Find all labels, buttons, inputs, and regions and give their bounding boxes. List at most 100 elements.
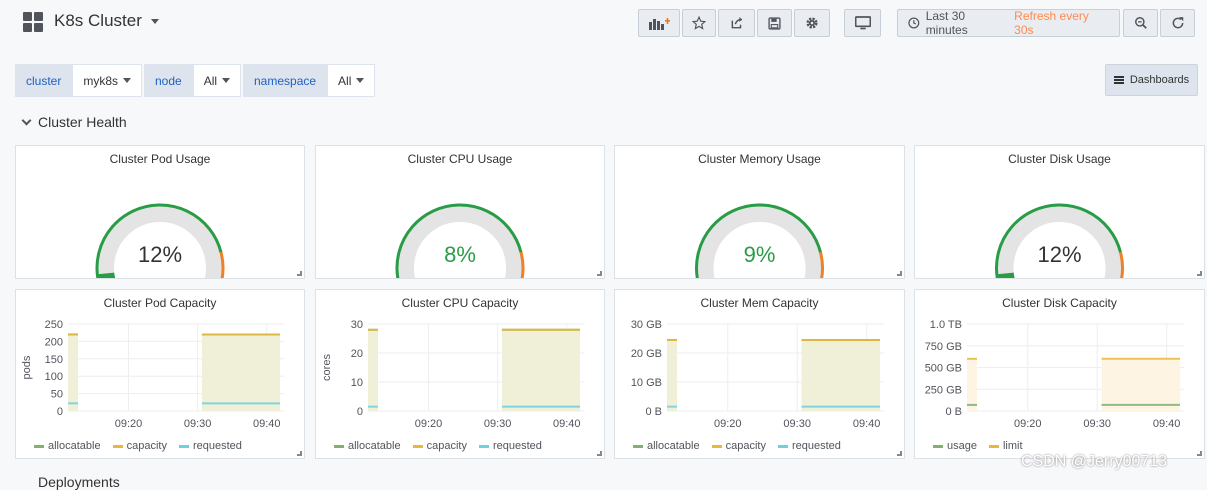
legend-item[interactable]: requested: [178, 440, 242, 452]
y-tick-label: 500 GB: [925, 363, 962, 375]
legend-item[interactable]: capacity: [711, 440, 766, 452]
legend-item[interactable]: allocatable: [633, 440, 700, 452]
variable-value: All: [338, 73, 352, 88]
legend-item[interactable]: capacity: [112, 440, 167, 452]
legend-label: capacity: [426, 440, 467, 452]
variable-namespace: namespace All: [243, 64, 376, 97]
y-axis-label: cores: [321, 354, 333, 381]
zoom-out-button[interactable]: [1123, 9, 1158, 37]
x-tick-label: 09:20: [1014, 418, 1042, 430]
y-tick-label: 150: [45, 354, 63, 366]
series-area: [368, 329, 378, 411]
caret-down-icon: [356, 78, 365, 83]
y-tick-label: 0: [57, 406, 63, 418]
y-tick-label: 10 GB: [631, 377, 662, 389]
gauge-svg: 12%: [995, 203, 1124, 278]
legend-item[interactable]: limit: [988, 440, 1023, 452]
legend-swatch: [633, 444, 643, 448]
panel-cluster-disk-capacity[interactable]: 1.0 TB 750 GB 500 GB 250 GB 0 B 09:20 09:30 09:…: [914, 289, 1205, 459]
series-area: [801, 339, 880, 411]
resize-handle-icon[interactable]: [297, 451, 302, 456]
legend-item[interactable]: requested: [777, 440, 841, 452]
series-area: [501, 329, 580, 411]
y-tick-label: 20: [351, 348, 363, 360]
series-area: [1101, 358, 1180, 411]
legend-swatch: [777, 444, 788, 448]
zoom-out-icon: [1134, 17, 1147, 29]
tv-icon: [854, 16, 871, 30]
top-navbar: K8s Cluster Last 30 minutes Refresh ever…: [0, 0, 1207, 46]
legend-item[interactable]: allocatable: [334, 440, 401, 452]
star-button[interactable]: [682, 9, 716, 37]
refresh-icon: [1172, 17, 1183, 29]
chart-svg: 1.0 TB 750 GB 500 GB 250 GB 0 B 09:20 09:30 09:…: [925, 319, 1184, 430]
add-panel-button[interactable]: [638, 9, 680, 37]
panel-cluster-mem-capacity[interactable]: 30 GB 20 GB 10 GB 0 B 09:20 09:30 09:40 Cluste…: [614, 289, 905, 459]
save-button[interactable]: [757, 9, 792, 37]
resize-handle-icon[interactable]: [897, 271, 902, 276]
chevron-down-icon: [21, 115, 32, 125]
resize-handle-icon[interactable]: [597, 271, 602, 276]
gauge-background: [995, 204, 1124, 278]
panel-cluster-cpu-capacity[interactable]: 30 20 10 0 09:20 09:30 09:40 cores Cluster CPU …: [315, 289, 605, 459]
legend-item[interactable]: allocatable: [34, 440, 101, 452]
y-tick-label: 250: [45, 319, 63, 331]
panel-cluster-memory-usage[interactable]: 9% Cluster Memory Usage: [614, 145, 905, 279]
panel-cluster-pod-usage[interactable]: 12% Cluster Pod Usage: [15, 145, 305, 279]
refresh-interval-label: Refresh every 30s: [1014, 9, 1089, 37]
dashboard-title[interactable]: K8s Cluster: [54, 11, 159, 31]
dashboard-grid-icon[interactable]: [23, 12, 43, 32]
add-panel-icon: [649, 18, 670, 30]
panel-cluster-cpu-usage[interactable]: 8% Cluster CPU Usage: [315, 145, 605, 279]
resize-handle-icon[interactable]: [1197, 271, 1202, 276]
time-picker-button[interactable]: Last 30 minutes Refresh every 30s: [897, 9, 1120, 37]
legend-swatch: [988, 444, 999, 448]
variable-namespace-select[interactable]: All: [327, 64, 376, 97]
legend-label: allocatable: [647, 440, 700, 452]
legend-label: requested: [192, 440, 242, 452]
panel-cluster-disk-usage[interactable]: 12% Cluster Disk Usage: [914, 145, 1205, 279]
variable-cluster: cluster myk8s: [15, 64, 143, 97]
legend-item[interactable]: usage: [933, 440, 977, 452]
x-tick-label: 09:30: [184, 418, 212, 430]
variable-node: node All: [144, 64, 242, 97]
legend-swatch: [933, 444, 943, 448]
dashboards-button[interactable]: Dashboards: [1105, 64, 1198, 96]
row-deployments[interactable]: Deployments: [38, 474, 120, 490]
y-tick-label: 50: [51, 389, 63, 401]
variable-node-select[interactable]: All: [192, 64, 242, 97]
settings-button[interactable]: [794, 9, 830, 37]
resize-handle-icon[interactable]: [897, 451, 902, 456]
resize-handle-icon[interactable]: [297, 271, 302, 276]
panel-title: Cluster Pod Usage: [109, 152, 211, 166]
chart-legend: allocatable capacity requested: [633, 440, 841, 452]
panel-title: Cluster Mem Capacity: [700, 296, 819, 310]
gauge-threshold: [395, 203, 523, 278]
y-tick-label: 30: [351, 319, 363, 331]
x-tick-label: 09:30: [783, 418, 811, 430]
legend-item[interactable]: capacity: [412, 440, 467, 452]
legend-swatch: [711, 444, 722, 448]
gauge-value-text: 12%: [1037, 242, 1081, 267]
gauge-threshold: [519, 251, 525, 278]
resize-handle-icon[interactable]: [597, 451, 602, 456]
tv-mode-button[interactable]: [844, 9, 881, 37]
resize-handle-icon[interactable]: [1197, 451, 1202, 456]
panel-title: Cluster CPU Usage: [407, 152, 513, 166]
refresh-button[interactable]: [1160, 9, 1195, 37]
x-tick-label: 09:20: [714, 418, 742, 430]
variable-cluster-select[interactable]: myk8s: [72, 64, 143, 97]
share-icon: [731, 17, 742, 29]
gauge-background: [396, 204, 524, 278]
share-button[interactable]: [718, 9, 755, 37]
legend-label: capacity: [126, 440, 167, 452]
legend-swatch: [478, 444, 489, 448]
menu-icon: [1113, 76, 1124, 84]
panel-cluster-pod-capacity[interactable]: 250 200 150 100 50 0 09:20 09:30 09:40 pods Clust…: [15, 289, 305, 459]
y-axis-label: pods: [21, 355, 33, 379]
variable-label: node: [144, 64, 193, 97]
series-area: [201, 334, 280, 411]
legend-item[interactable]: requested: [478, 440, 542, 452]
y-tick-label: 250 GB: [925, 384, 962, 396]
row-cluster-health[interactable]: Cluster Health: [21, 114, 127, 130]
